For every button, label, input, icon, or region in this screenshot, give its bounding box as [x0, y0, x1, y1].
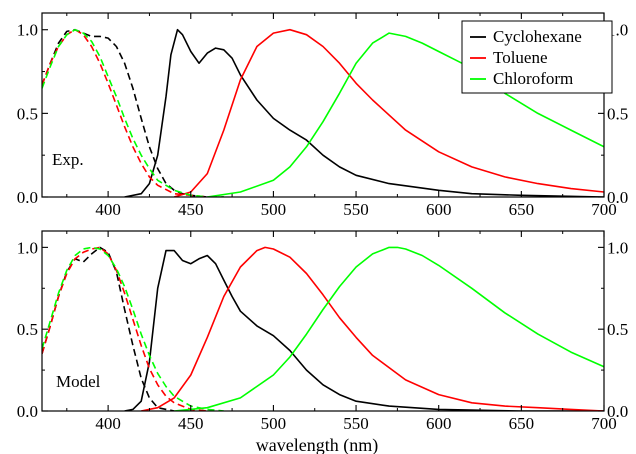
y-tick-label-right: 0.5 — [607, 104, 628, 123]
x-axis-label: wavelength (nm) — [256, 435, 378, 454]
y-tick-label-left: 0.0 — [17, 188, 38, 207]
x-tick-label: 450 — [178, 414, 204, 433]
x-tick-label: 650 — [509, 414, 535, 433]
y-tick-label-left: 0.5 — [17, 104, 38, 123]
panel-label: Model — [56, 372, 101, 391]
x-tick-label: 600 — [426, 414, 452, 433]
cyclohexane-emission-line — [124, 28, 604, 197]
x-tick-label: 400 — [95, 414, 121, 433]
panel-model: 400 450 500 550 600 650 7000.00.51.00.00.51.0M… — [17, 230, 628, 433]
legend-entry-label: Toluene — [493, 48, 548, 67]
legend-entry-label: Cyclohexane — [493, 27, 582, 46]
plot-frame — [41, 12, 605, 198]
y-tick-label-right: 0.0 — [607, 402, 628, 421]
x-tick-label: 650 — [509, 200, 535, 219]
x-tick-label: 700 — [591, 414, 617, 433]
panel-label: Exp. — [52, 150, 84, 169]
y-tick-label-left: 1.0 — [17, 21, 38, 40]
chloroform-absorption-line — [42, 246, 224, 411]
legend-box — [461, 20, 613, 94]
x-tick-label: 550 — [343, 414, 369, 433]
x-tick-label: 600 — [426, 200, 452, 219]
series-group — [42, 246, 604, 411]
x-tick-label: 500 — [261, 200, 287, 219]
toluene-absorption-line — [42, 28, 208, 197]
x-tick-label: 450 — [178, 200, 204, 219]
legend: Cyclohexane Toluene Chloroform — [461, 20, 613, 94]
cyclohexane-absorption-line — [42, 28, 224, 197]
plot-frame — [41, 230, 605, 412]
x-tick-label: 400 — [95, 200, 121, 219]
y-tick-label-right: 0.0 — [607, 188, 628, 207]
chloroform-absorption-line — [42, 28, 224, 197]
y-tick-label-left: 0.5 — [17, 320, 38, 339]
y-tick-label-right: 1.0 — [607, 238, 628, 257]
y-tick-label-left: 1.0 — [17, 238, 38, 257]
toluene-emission-line — [141, 246, 604, 411]
x-tick-label: 550 — [343, 200, 369, 219]
x-tick-label: 700 — [591, 200, 617, 219]
y-tick-label-right: 0.5 — [607, 320, 628, 339]
legend-entry-label: Chloroform — [493, 69, 573, 88]
toluene-emission-line — [173, 28, 604, 197]
x-tick-label: 500 — [261, 414, 287, 433]
chloroform-emission-line — [174, 246, 604, 411]
y-tick-label-left: 0.0 — [17, 402, 38, 421]
